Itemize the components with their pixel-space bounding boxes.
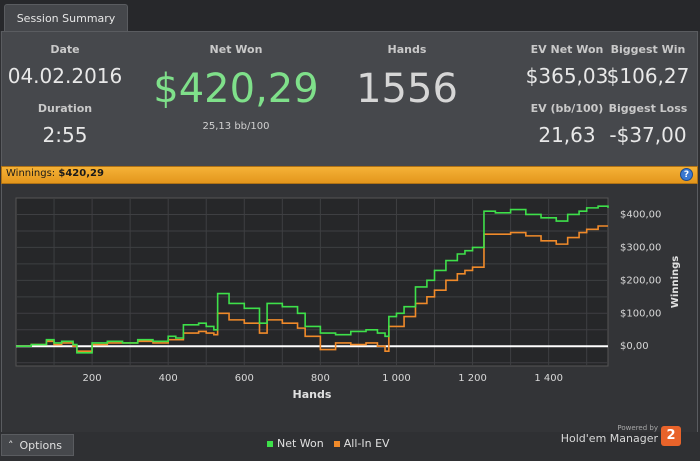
series-group: [16, 205, 609, 354]
biggest-loss-label: Biggest Loss: [608, 102, 688, 115]
y-tick-label: $0,00: [620, 341, 649, 352]
x-tick-labels: 200 400 600 800 1 000 1 200 1 400: [83, 373, 563, 384]
ev-bb-label: EV (bb/100): [530, 102, 604, 115]
series-line-net-won: [16, 205, 609, 354]
ev-netwon-label: EV Net Won: [530, 43, 604, 56]
y-axis-label: Winnings: [670, 256, 681, 308]
series-line-all-in-ev: [16, 225, 608, 352]
netwon-value: $420,29: [153, 66, 319, 112]
legend-item-net-won: Net Won: [267, 437, 324, 450]
powered-by: Powered by Hold'em Manager: [561, 424, 658, 445]
y-tick-labels: $0,00 $100,00 $200,00 $300,00 $400,00: [620, 209, 661, 352]
x-tick-label: 600: [235, 373, 254, 384]
date-label: Date: [50, 43, 80, 56]
hands-label: Hands: [387, 43, 427, 56]
winnings-label: Winnings:: [6, 168, 56, 179]
bb-per-100-value: 25,13 bb/100: [202, 121, 270, 132]
tab-session-summary[interactable]: Session Summary: [4, 4, 128, 31]
duration-value: 2:55: [42, 123, 88, 147]
y-tick-label: $100,00: [620, 308, 661, 319]
chart-area: 200 400 600 800 1 000 1 200 1 400 $0,00 $100,00…: [1, 184, 698, 432]
ev-bb-value: 21,63: [538, 123, 596, 147]
x-tick-label: 800: [311, 373, 330, 384]
x-tick-label: 200: [83, 373, 102, 384]
winnings-bar: Winnings: $420,29 ?: [1, 166, 698, 184]
summary-panel: Date 04.02.2016 Duration 2:55 Net Won $4…: [1, 31, 698, 166]
winnings-value: $420,29: [58, 168, 104, 179]
help-icon[interactable]: ?: [680, 168, 693, 181]
plot-background: [15, 197, 609, 367]
x-axis-label: Hands: [293, 388, 332, 401]
chart-legend: Net Won All-In EV: [267, 433, 390, 453]
x-tick-label: 1 200: [458, 373, 487, 384]
date-value: 04.02.2016: [7, 64, 123, 88]
y-tick-label: $200,00: [620, 275, 661, 286]
biggest-win-label: Biggest Win: [610, 43, 686, 56]
powered-by-label: Powered by: [617, 424, 658, 432]
x-tick-label: 1 400: [534, 373, 563, 384]
footer: ˄ Options Net Won All-In EV Powered by H…: [1, 424, 698, 461]
ev-netwon-value: $365,03: [525, 64, 609, 88]
legend-swatch-net-won: [267, 440, 273, 447]
y-tick-label: $400,00: [620, 209, 661, 220]
options-label: Options: [19, 438, 62, 452]
chevron-up-icon: ˄: [8, 438, 14, 452]
x-tick-label: 400: [159, 373, 178, 384]
hm2-logo: 2: [661, 426, 681, 446]
winnings-title: Winnings: $420,29: [6, 168, 104, 179]
hands-value: 1556: [356, 66, 458, 112]
tab-bar: Session Summary: [0, 0, 700, 31]
options-button[interactable]: ˄ Options: [1, 434, 74, 456]
product-name: Hold'em Manager: [560, 432, 658, 445]
netwon-label: Net Won: [209, 43, 263, 56]
biggest-win-value: $106,27: [606, 64, 690, 88]
biggest-loss-value: -$37,00: [609, 123, 687, 147]
x-tick-label: 1 000: [382, 373, 411, 384]
duration-label: Duration: [37, 102, 93, 115]
legend-label-all-in-ev: All-In EV: [343, 436, 390, 450]
y-tick-label: $300,00: [620, 242, 661, 253]
winnings-chart: 200 400 600 800 1 000 1 200 1 400 $0,00 $100,00…: [15, 197, 681, 401]
legend-label-net-won: Net Won: [277, 436, 324, 450]
legend-item-all-in-ev: All-In EV: [333, 436, 390, 450]
legend-swatch-all-in-ev: [333, 440, 340, 447]
